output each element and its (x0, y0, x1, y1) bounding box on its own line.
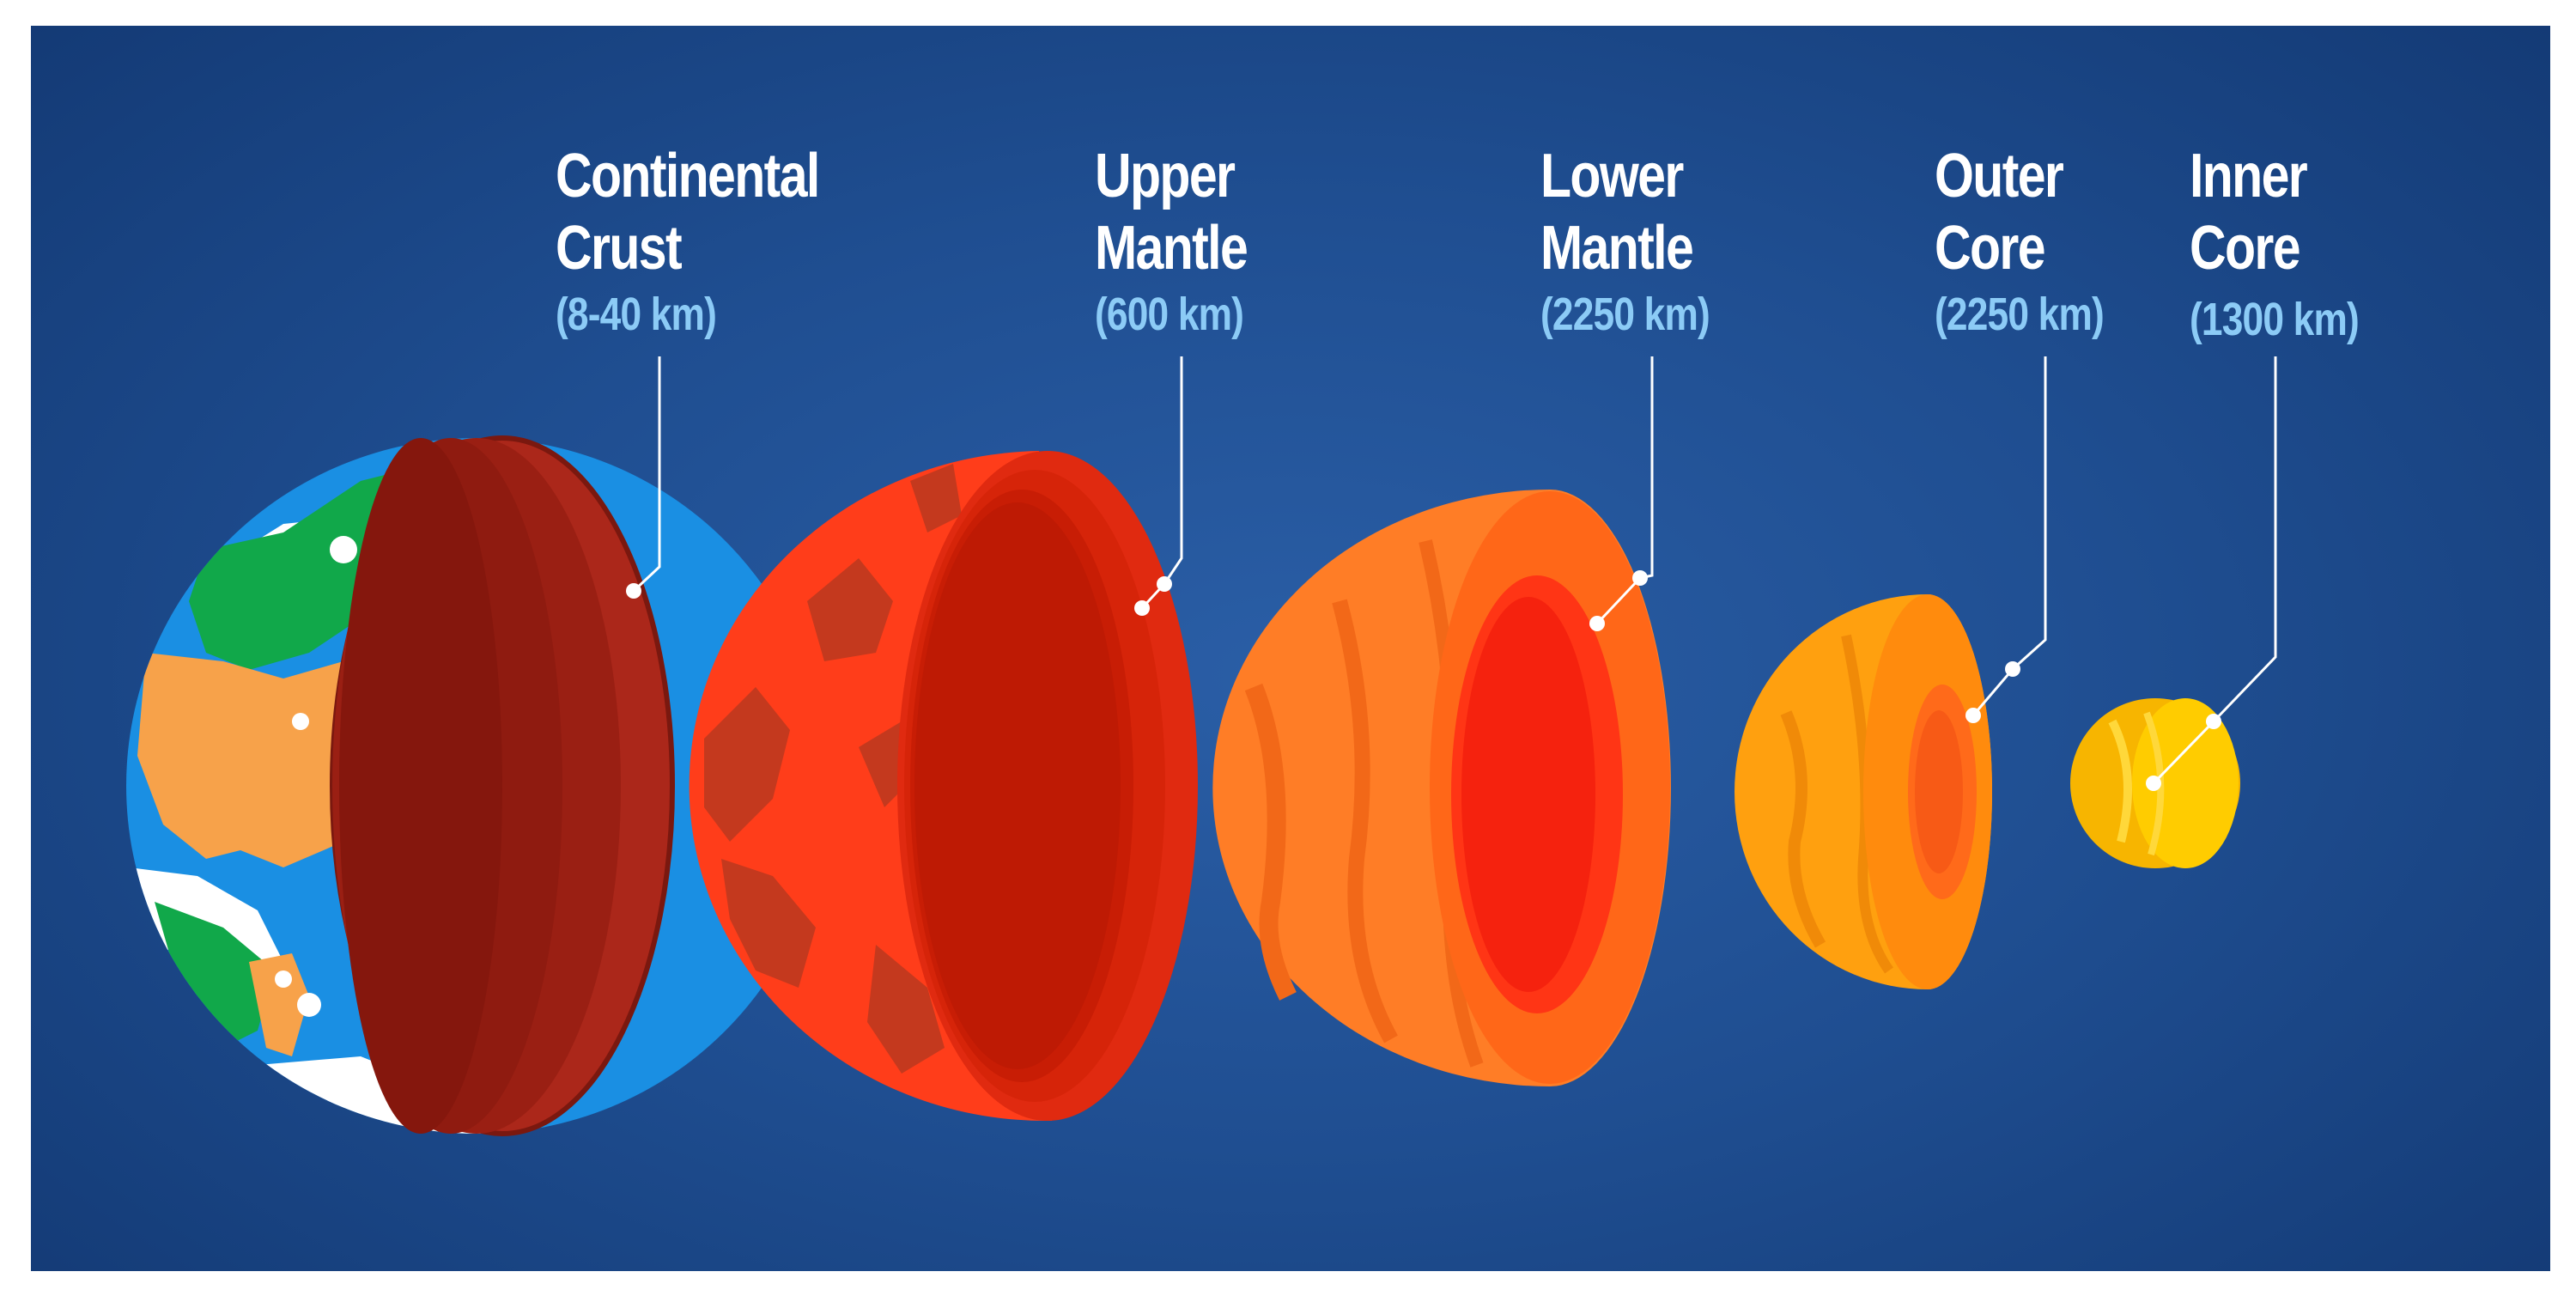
outer-core-hemisphere (1735, 594, 1992, 989)
leader-line-outer-core (1971, 356, 2047, 716)
label-continental-crust: Continental Crust (8-40 km) (556, 140, 877, 344)
leader-line-continental-crust (632, 356, 661, 593)
layer-depth: (2250 km) (1540, 289, 1710, 340)
leader-line-inner-core (2152, 356, 2277, 785)
label-inner-core: Inner Core (1300 km) (2190, 140, 2396, 350)
layer-name: Upper Mantle (1095, 142, 1249, 283)
layer-depth: (1300 km) (2190, 294, 2360, 345)
leader-dots (626, 570, 2221, 791)
leader-line-upper-mantle (1140, 356, 1183, 610)
layer-name: Lower Mantle (1540, 142, 1694, 283)
label-outer-core: Outer Core (2250 km) (1935, 140, 2141, 344)
layer-depth: (600 km) (1095, 289, 1244, 340)
layer-name: Inner Core (2190, 142, 2308, 283)
layer-depth: (8-40 km) (556, 289, 717, 340)
lower-mantle-hemisphere (1212, 490, 1671, 1086)
layer-name: Outer Core (1935, 142, 2064, 283)
layer-depth: (2250 km) (1935, 289, 2105, 340)
label-upper-mantle: Upper Mantle (600 km) (1095, 140, 1280, 344)
layer-name: Continental Crust (556, 142, 820, 283)
upper-mantle-hemisphere (689, 451, 1198, 1122)
label-lower-mantle: Lower Mantle (2250 km) (1540, 140, 1747, 344)
leader-lines (632, 356, 2277, 785)
